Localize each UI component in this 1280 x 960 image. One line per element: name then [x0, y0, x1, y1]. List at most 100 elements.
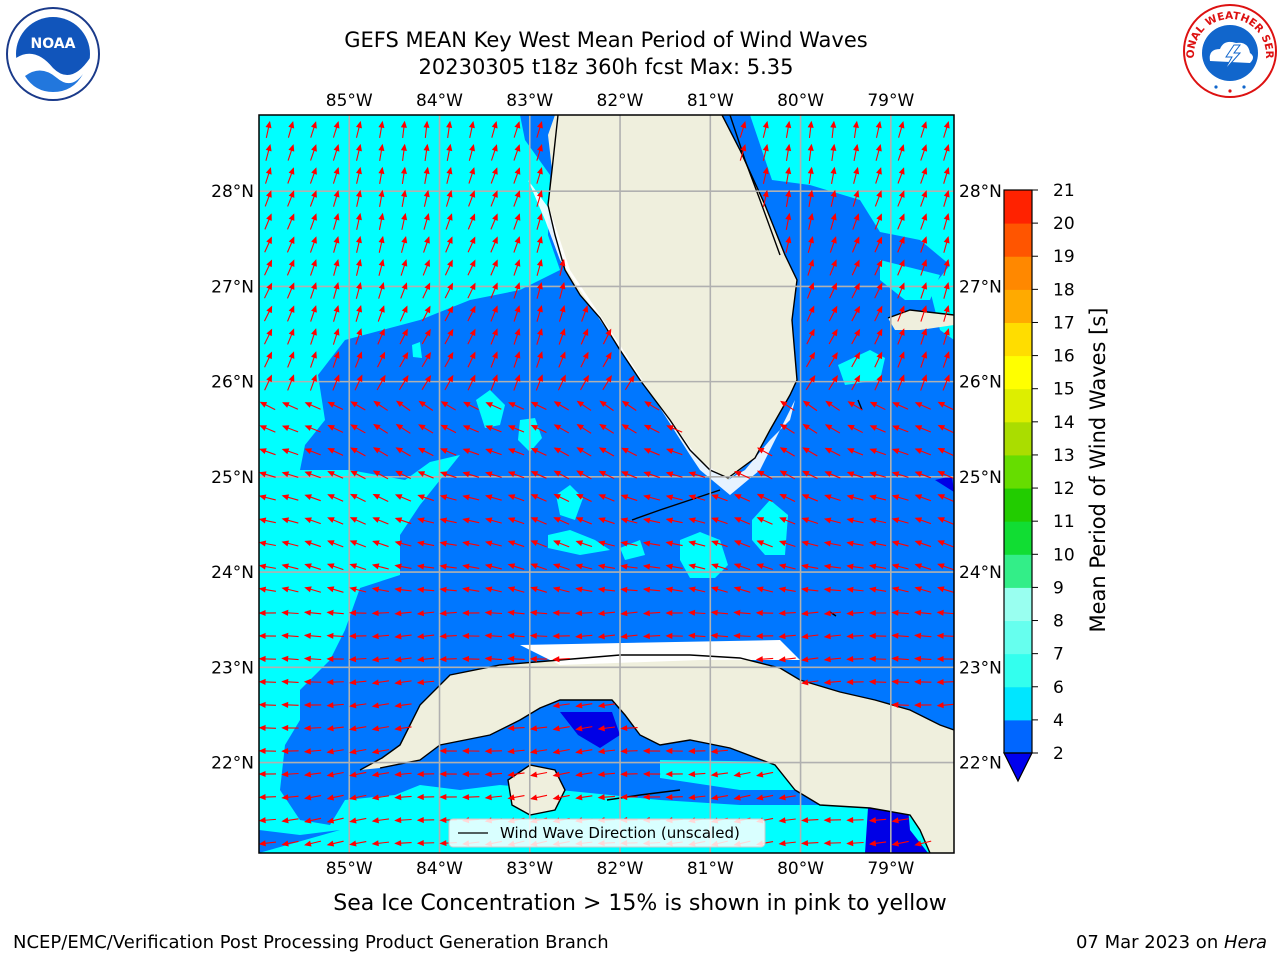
wave-arrow	[417, 494, 434, 502]
wave-arrow	[423, 189, 430, 207]
wave-arrow	[416, 840, 435, 847]
wave-arrow	[371, 679, 389, 686]
wave-arrow	[484, 540, 502, 547]
wave-arrow	[891, 817, 909, 824]
wave-arrow	[920, 259, 928, 276]
wave-arrow	[806, 305, 815, 322]
wave-arrow	[507, 655, 525, 662]
wave-arrow	[823, 610, 842, 617]
wave-arrow	[620, 771, 638, 778]
wave-arrow	[355, 166, 362, 184]
wave-arrow	[920, 121, 928, 138]
wave-arrow	[372, 493, 389, 502]
wave-arrow	[513, 351, 521, 368]
wave-arrow	[513, 259, 521, 276]
wave-arrow	[439, 656, 457, 663]
wave-arrow	[507, 748, 525, 755]
lat-label-left: 26°N	[211, 373, 254, 393]
wave-arrow	[805, 375, 816, 391]
wave-arrow	[874, 305, 883, 322]
wave-arrow	[828, 351, 838, 368]
wave-arrow	[400, 120, 407, 139]
wave-arrow	[897, 167, 905, 184]
wave-arrow	[620, 471, 638, 479]
wave-arrow	[710, 794, 728, 801]
wave-arrow	[416, 817, 435, 824]
wave-arrow	[598, 470, 615, 480]
wave-arrow	[778, 610, 796, 617]
wave-arrow	[421, 351, 431, 368]
wave-arrow	[287, 374, 295, 391]
wave-arrow	[598, 517, 615, 525]
wave-arrow	[394, 586, 412, 593]
wave-arrow	[303, 678, 322, 685]
wave-arrow	[259, 471, 276, 478]
wave-arrow	[920, 213, 928, 230]
wave-arrow	[943, 212, 950, 230]
wave-arrow	[733, 794, 751, 801]
wave-arrow	[892, 402, 909, 410]
wave-arrow	[875, 143, 882, 161]
wave-arrow	[830, 166, 837, 184]
wave-arrow	[309, 213, 317, 230]
wave-arrow	[468, 167, 476, 184]
wave-arrow	[665, 448, 683, 456]
lon-label-top: 80°W	[777, 91, 824, 111]
wave-arrow	[620, 794, 638, 801]
wave-arrow	[733, 540, 751, 548]
wave-arrow	[394, 633, 412, 640]
lon-label-top: 84°W	[416, 91, 463, 111]
wave-arrow	[643, 494, 661, 501]
wave-arrow	[778, 840, 796, 847]
wave-arrow	[310, 305, 317, 322]
colorbar-tick-label: 16	[1053, 347, 1075, 367]
sea-mid-lower-left	[259, 830, 340, 853]
wave-arrow	[553, 447, 570, 457]
wave-arrow	[326, 748, 344, 755]
wave-arrow	[309, 374, 317, 391]
wave-arrow	[394, 517, 412, 525]
wave-arrow	[597, 748, 616, 755]
wave-arrow	[326, 771, 344, 778]
wave-arrow	[423, 120, 430, 139]
wave-arrow	[259, 747, 277, 755]
wave-arrow	[576, 400, 592, 411]
wave-arrow	[942, 351, 950, 368]
wave-arrow	[507, 725, 525, 732]
wave-arrow	[597, 771, 616, 778]
wave-arrow	[823, 517, 841, 524]
wave-arrow	[327, 494, 344, 502]
wave-arrow	[825, 400, 840, 411]
wave-arrow	[281, 794, 299, 801]
wave-arrow	[484, 794, 503, 801]
wave-arrow	[558, 351, 566, 368]
wave-arrow	[333, 213, 340, 230]
wave-arrow	[349, 633, 367, 640]
wave-arrow	[536, 190, 543, 207]
wave-arrow	[711, 494, 728, 502]
wave-arrow	[485, 402, 502, 410]
wave-arrow	[446, 166, 453, 184]
wave-arrow	[558, 305, 566, 322]
colorbar-tick-label: 9	[1053, 578, 1064, 598]
wave-arrow	[937, 540, 954, 548]
wave-arrow	[371, 817, 390, 824]
wave-arrow	[937, 448, 954, 456]
wave-arrow	[446, 120, 453, 138]
wave-arrow	[620, 725, 638, 732]
wave-arrow	[507, 632, 525, 639]
wave-arrow	[869, 401, 886, 411]
wave-arrow	[439, 540, 457, 547]
wave-arrow	[333, 235, 340, 253]
wave-arrow	[422, 282, 431, 299]
wave-arrow	[355, 281, 362, 299]
wave-arrow	[530, 517, 547, 525]
wave-arrow	[263, 305, 273, 322]
wave-arrow	[891, 655, 909, 662]
lat-label-left: 23°N	[211, 658, 254, 678]
wave-arrow	[485, 425, 502, 433]
wave-arrow	[869, 540, 887, 547]
wave-arrow	[846, 540, 864, 547]
wave-arrow	[756, 517, 773, 525]
